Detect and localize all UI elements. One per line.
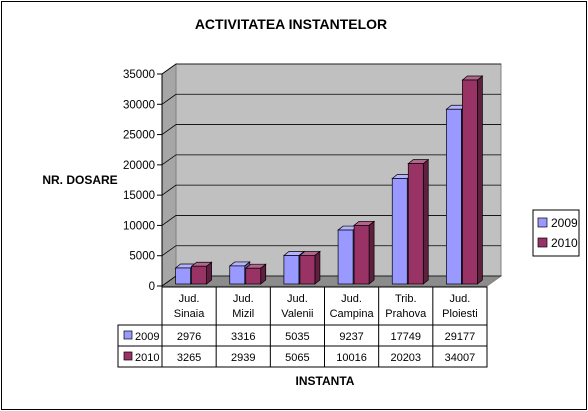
side-wall	[161, 63, 177, 287]
data-label: 10016	[336, 352, 367, 364]
bar-2010-5	[461, 75, 484, 285]
bar-front	[245, 267, 262, 285]
gridline	[161, 124, 501, 135]
bar-2010-0	[190, 261, 213, 285]
category-label: Mizil	[232, 308, 254, 320]
bar-front	[462, 79, 478, 285]
legend-swatch-2009	[537, 217, 548, 228]
legend-swatch-2010	[537, 237, 548, 248]
gridline	[161, 63, 501, 75]
plot-area: 0 5000 10000 15000 20000 25000 30000 35000	[123, 63, 503, 293]
category-label: Prahova	[385, 308, 427, 320]
y-tick-label: 10000	[123, 220, 155, 232]
category-label: Jud.	[450, 293, 471, 305]
y-tick-label: 35000	[123, 69, 155, 81]
bar-side	[314, 250, 321, 285]
bar-side	[368, 220, 375, 285]
data-label: 5065	[285, 352, 309, 364]
bar-front	[175, 267, 191, 285]
data-label: 2976	[177, 331, 201, 343]
y-tick-label: 5000	[129, 251, 155, 263]
data-label: 29177	[445, 331, 476, 343]
data-label: 20203	[390, 352, 421, 364]
data-label: 5035	[285, 331, 309, 343]
y-tick-label: 20000	[123, 160, 155, 172]
bar-front	[299, 254, 316, 285]
bar-front	[283, 255, 300, 285]
bar-2010-1	[244, 263, 267, 285]
bar-2010-3	[353, 220, 376, 285]
y-axis-label: NR. DOSARE	[42, 173, 117, 187]
bar-front	[337, 229, 354, 285]
legend-label-2009: 2009	[551, 216, 578, 230]
data-label: 34007	[445, 352, 476, 364]
category-label: Jud.	[341, 293, 362, 305]
bar-2010-4	[407, 158, 430, 285]
data-label: 17749	[390, 331, 421, 343]
gridline	[161, 93, 501, 105]
data-label: 2939	[231, 352, 255, 364]
category-label: Valenii	[281, 308, 313, 320]
table-series-swatch	[123, 351, 133, 361]
category-label: Trib.	[395, 293, 417, 305]
bar-side	[422, 158, 429, 285]
category-label: Ploiesti	[442, 308, 477, 320]
data-label: 3265	[177, 352, 201, 364]
bar-2010-2	[298, 250, 321, 285]
y-tick-label: 30000	[123, 99, 155, 111]
x-axis-label: INSTANTA	[296, 374, 355, 388]
gridline	[161, 154, 501, 166]
category-label: Campina	[330, 308, 375, 320]
bar-front	[446, 108, 462, 285]
table-series-swatch	[123, 330, 133, 340]
y-tick-label: 15000	[123, 190, 155, 202]
category-label: Sinaia	[174, 308, 205, 320]
category-label: Jud.	[179, 293, 200, 305]
data-label: 3316	[231, 331, 255, 343]
bar-side	[477, 75, 483, 285]
table-series-name: 2010	[135, 352, 159, 364]
bar-front	[353, 224, 370, 285]
category-label: Jud.	[233, 293, 254, 305]
bar-front	[407, 163, 424, 285]
legend-label-2010: 2010	[551, 236, 578, 250]
bar-front	[229, 265, 246, 285]
chart-title: ACTIVITATEA INSTANTELOR	[195, 16, 387, 32]
data-label: 9237	[339, 331, 363, 343]
y-tick-label: 25000	[123, 130, 155, 142]
legend: 2009 2010	[532, 209, 580, 257]
category-label: Jud.	[287, 293, 308, 305]
table-series-name: 2009	[135, 331, 159, 343]
y-tick-label: 0	[149, 281, 155, 293]
data-table: Jud. Sinaia Jud. Mizil Jud. Valenii Jud. Campin…	[117, 286, 488, 368]
bar-front	[391, 178, 408, 285]
bar-front	[191, 265, 207, 285]
